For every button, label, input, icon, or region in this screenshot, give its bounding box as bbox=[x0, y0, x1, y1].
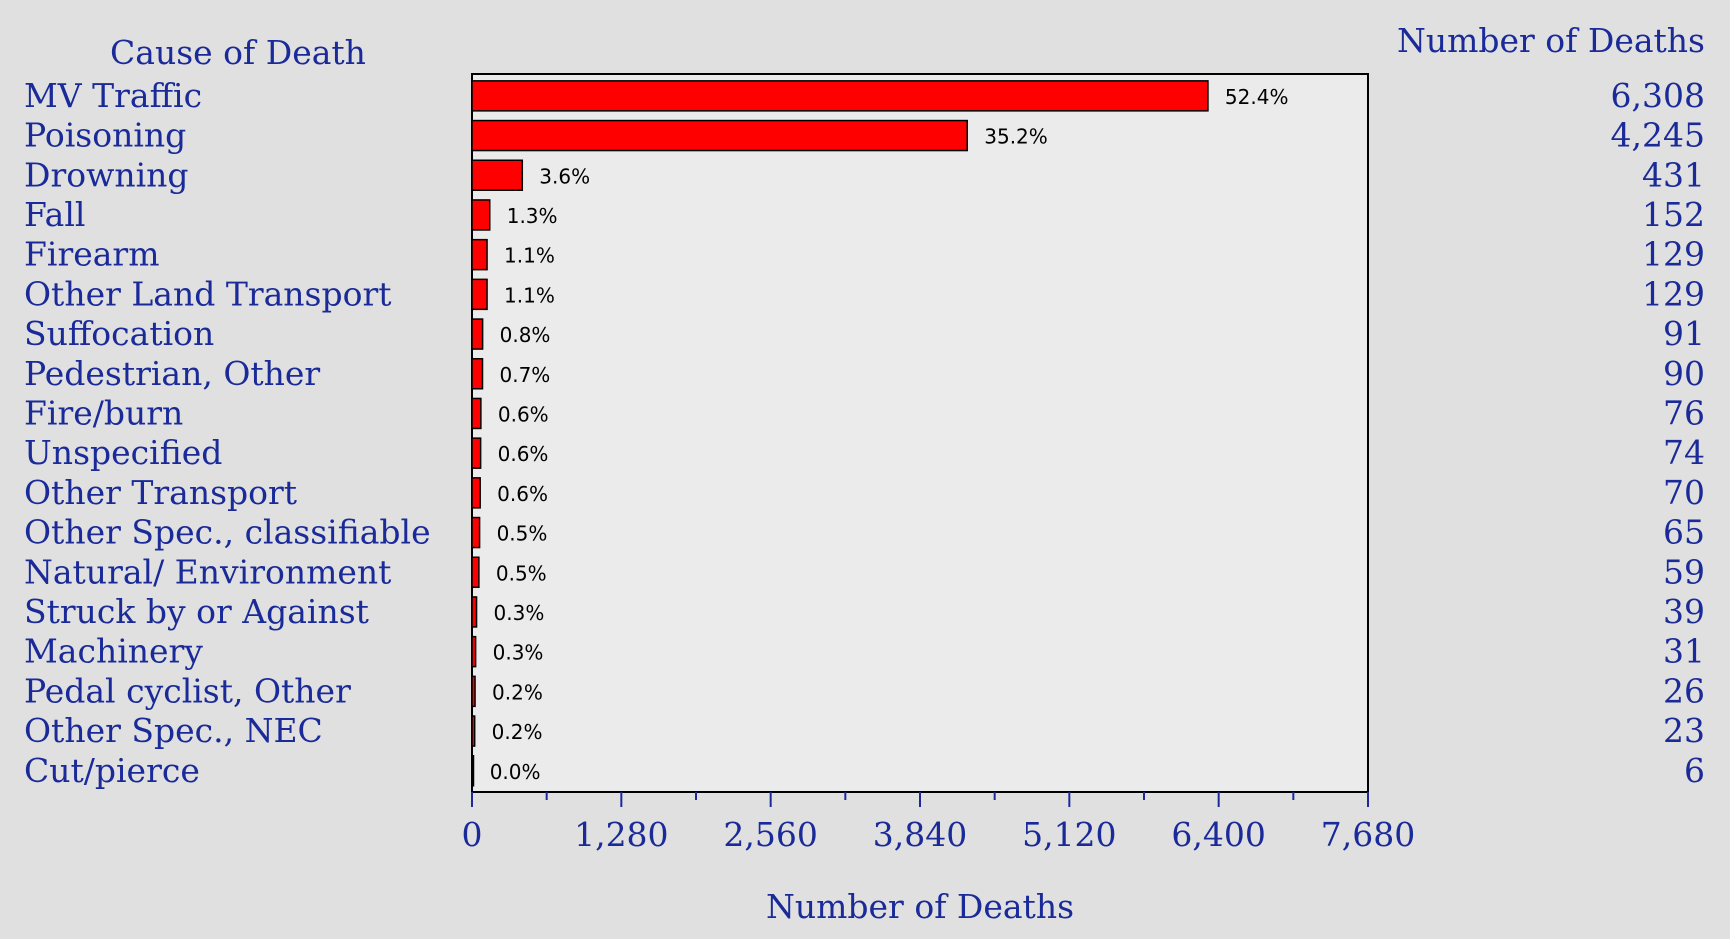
category-label: Cut/pierce bbox=[24, 751, 200, 790]
bar bbox=[471, 596, 478, 628]
percent-label: 1.1% bbox=[504, 283, 555, 307]
x-tick-label: 6,400 bbox=[1171, 815, 1265, 854]
percent-label: 0.6% bbox=[498, 402, 549, 426]
percent-label: 0.7% bbox=[500, 363, 551, 387]
value-label: 31 bbox=[1663, 632, 1705, 671]
bar bbox=[471, 278, 488, 311]
percent-label: 52.4% bbox=[1225, 85, 1289, 109]
bar bbox=[471, 635, 477, 668]
percent-label: 1.1% bbox=[504, 244, 555, 268]
bar bbox=[471, 516, 481, 549]
value-label: 39 bbox=[1663, 592, 1705, 631]
value-label: 129 bbox=[1642, 235, 1705, 274]
category-label: Other Spec., NEC bbox=[24, 711, 323, 750]
percent-label: 0.6% bbox=[498, 442, 549, 466]
value-label: 431 bbox=[1642, 155, 1705, 194]
category-label: Natural/ Environment bbox=[24, 552, 391, 591]
value-label: 76 bbox=[1663, 393, 1705, 432]
percent-label: 0.2% bbox=[492, 720, 543, 744]
bar bbox=[471, 715, 476, 747]
category-label: Unspecified bbox=[24, 433, 222, 472]
x-tick-label: 1,280 bbox=[574, 815, 668, 854]
value-label: 91 bbox=[1663, 314, 1705, 353]
percent-label: 0.3% bbox=[494, 601, 545, 625]
bar bbox=[471, 159, 524, 191]
bar bbox=[471, 358, 484, 390]
percent-label: 35.2% bbox=[984, 125, 1048, 149]
bar bbox=[471, 119, 968, 152]
x-tick-label: 0 bbox=[462, 815, 483, 854]
category-label: Poisoning bbox=[24, 116, 186, 155]
bar bbox=[471, 397, 482, 430]
percent-label: 0.5% bbox=[497, 522, 548, 546]
x-tick-label: 5,120 bbox=[1022, 815, 1116, 854]
bar bbox=[471, 238, 488, 271]
bar bbox=[471, 437, 482, 469]
x-tick-label: 3,840 bbox=[873, 815, 967, 854]
value-label: 65 bbox=[1663, 513, 1705, 552]
bar bbox=[471, 556, 480, 588]
category-label: Machinery bbox=[24, 632, 203, 671]
value-label: 90 bbox=[1663, 354, 1705, 393]
percent-label: 0.8% bbox=[500, 323, 551, 347]
percent-label: 0.5% bbox=[496, 561, 547, 585]
x-axis-title: Number of Deaths bbox=[766, 887, 1074, 926]
category-label: Other Land Transport bbox=[24, 274, 392, 313]
value-label: 4,245 bbox=[1611, 116, 1705, 155]
value-label: 74 bbox=[1663, 433, 1705, 472]
percent-label: 3.6% bbox=[539, 164, 590, 188]
percent-label: 0.3% bbox=[493, 641, 544, 665]
bar bbox=[471, 318, 484, 350]
value-label: 26 bbox=[1663, 671, 1705, 710]
x-tick-label: 7,680 bbox=[1321, 815, 1415, 854]
bar bbox=[471, 755, 475, 787]
category-label: Other Transport bbox=[24, 473, 297, 512]
percent-label: 1.3% bbox=[507, 204, 558, 228]
bar bbox=[471, 477, 481, 509]
category-label: Fire/burn bbox=[24, 393, 183, 432]
category-label: Firearm bbox=[24, 235, 160, 274]
category-label: Pedestrian, Other bbox=[24, 354, 320, 393]
category-label: Suffocation bbox=[24, 314, 214, 353]
percent-label: 0.6% bbox=[497, 482, 548, 506]
category-label: Fall bbox=[24, 195, 85, 234]
bar bbox=[471, 80, 1209, 112]
x-tick-label: 2,560 bbox=[723, 815, 817, 854]
category-label: Struck by or Against bbox=[24, 592, 369, 631]
plot-area bbox=[471, 73, 1369, 793]
value-label: 6,308 bbox=[1611, 76, 1705, 115]
value-header: Number of Deaths bbox=[1397, 21, 1705, 60]
category-header: Cause of Death bbox=[110, 33, 366, 72]
bar bbox=[471, 199, 491, 231]
percent-label: 0.2% bbox=[492, 680, 543, 704]
value-label: 70 bbox=[1663, 473, 1705, 512]
value-label: 23 bbox=[1663, 711, 1705, 750]
category-label: MV Traffic bbox=[24, 76, 202, 115]
value-label: 152 bbox=[1642, 195, 1705, 234]
value-label: 129 bbox=[1642, 274, 1705, 313]
category-label: Pedal cyclist, Other bbox=[24, 671, 351, 710]
percent-label: 0.0% bbox=[490, 760, 541, 784]
category-label: Drowning bbox=[24, 155, 189, 194]
value-label: 59 bbox=[1663, 552, 1705, 591]
value-label: 6 bbox=[1684, 751, 1705, 790]
bar bbox=[471, 675, 476, 708]
category-label: Other Spec., classifiable bbox=[24, 513, 431, 552]
